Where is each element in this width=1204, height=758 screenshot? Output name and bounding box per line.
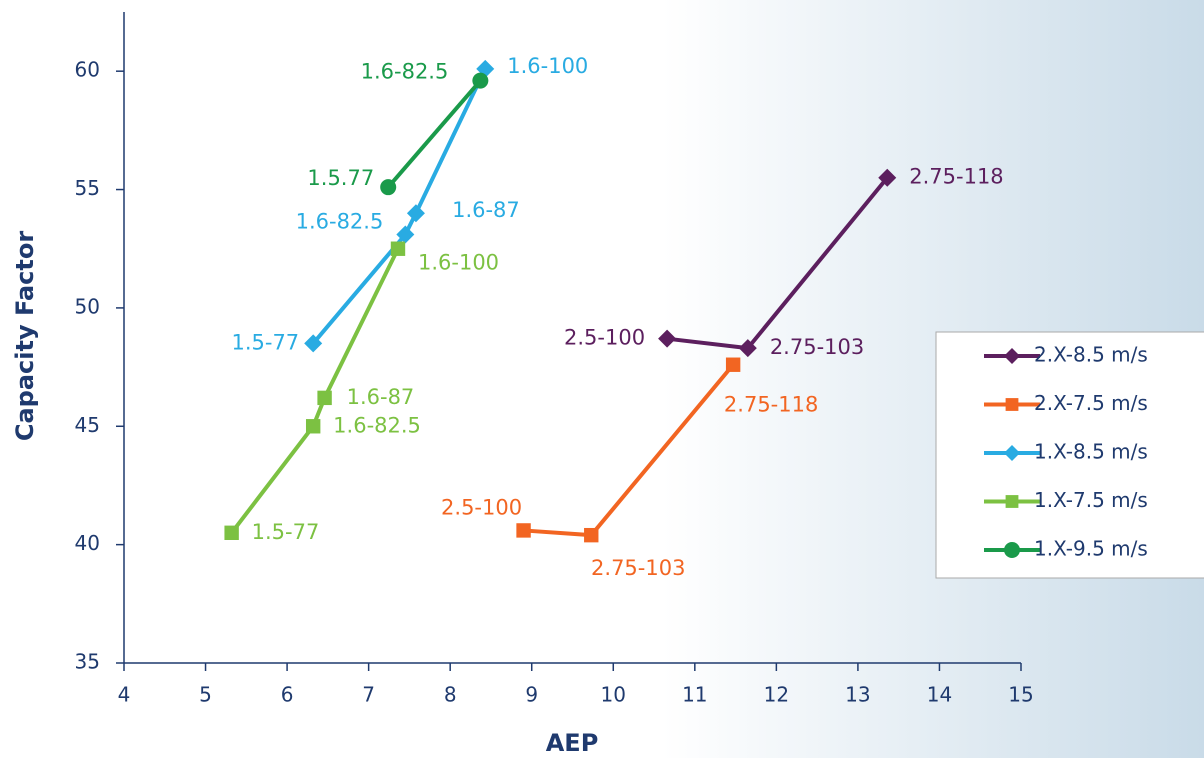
- y-tick-label: 40: [75, 531, 100, 555]
- legend-label: 1.X-9.5 m/s: [1034, 537, 1148, 561]
- legend-label: 2.X-8.5 m/s: [1034, 343, 1148, 367]
- marker: [726, 358, 740, 372]
- x-tick-label: 6: [281, 683, 294, 707]
- marker: [306, 419, 320, 433]
- marker: [584, 528, 598, 542]
- x-axis-title: AEP: [546, 729, 599, 757]
- point-label: 1.6-100: [507, 54, 588, 78]
- x-tick-label: 14: [927, 683, 952, 707]
- legend-label: 1.X-7.5 m/s: [1034, 488, 1148, 512]
- x-tick-label: 10: [601, 683, 626, 707]
- point-label: 2.75-103: [591, 556, 685, 580]
- x-tick-label: 15: [1008, 683, 1033, 707]
- point-label: 1.5.77: [307, 166, 374, 190]
- x-tick-label: 5: [199, 683, 212, 707]
- y-tick-label: 55: [75, 176, 100, 200]
- legend-marker: [1006, 495, 1019, 508]
- point-label: 1.5-77: [231, 330, 299, 354]
- x-tick-label: 7: [362, 683, 375, 707]
- point-label: 2.5-100: [441, 495, 522, 519]
- y-tick-label: 35: [75, 650, 100, 674]
- point-label: 1.6-82.5: [361, 60, 449, 84]
- marker: [224, 526, 238, 540]
- point-label: 1.6-87: [452, 198, 520, 222]
- y-tick-label: 60: [75, 58, 100, 82]
- point-label: 2.5-100: [564, 326, 645, 350]
- legend-label: 1.X-8.5 m/s: [1034, 440, 1148, 464]
- y-tick-label: 45: [75, 413, 100, 437]
- marker: [516, 523, 530, 537]
- point-label: 1.6-100: [418, 251, 499, 275]
- x-tick-label: 4: [118, 683, 131, 707]
- x-tick-label: 11: [682, 683, 707, 707]
- point-label: 1.6-82.5: [296, 210, 384, 234]
- point-label: 2.75-118: [909, 165, 1003, 189]
- point-label: 1.6-87: [347, 385, 415, 409]
- x-tick-label: 8: [444, 683, 457, 707]
- marker: [317, 391, 331, 405]
- x-tick-label: 12: [764, 683, 789, 707]
- y-tick-label: 50: [75, 294, 100, 318]
- point-label: 1.6-82.5: [333, 413, 421, 437]
- marker: [380, 179, 396, 195]
- point-label: 1.5-77: [252, 520, 320, 544]
- marker: [391, 242, 405, 256]
- legend-label: 2.X-7.5 m/s: [1034, 391, 1148, 415]
- y-axis-title: Capacity Factor: [11, 231, 39, 441]
- x-tick-label: 13: [845, 683, 870, 707]
- point-label: 2.75-118: [724, 393, 818, 417]
- marker: [472, 73, 488, 89]
- chart: AEP Capacity Factor 35404550556045678910…: [0, 0, 1204, 758]
- point-label: 2.75-103: [770, 335, 864, 359]
- legend-marker: [1006, 398, 1019, 411]
- x-tick-label: 9: [525, 683, 538, 707]
- legend-marker: [1004, 542, 1020, 558]
